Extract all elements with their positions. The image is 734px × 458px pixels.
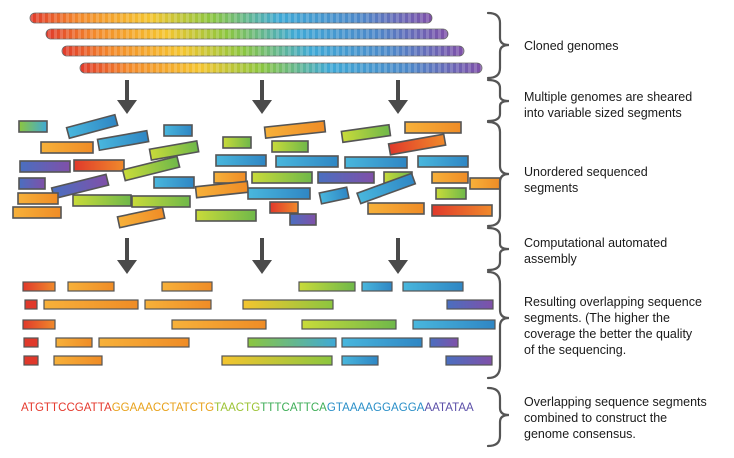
segment [161, 281, 213, 292]
unordered-segments [12, 113, 501, 229]
sequence-chunk: GTAAAAGGAGGA [326, 402, 425, 414]
segment [55, 337, 93, 348]
segment [221, 355, 333, 366]
label-computational-assembly: Computational automated assembly [524, 236, 668, 266]
segment [318, 186, 350, 205]
sequence-chunk: TTTCATTCA [260, 402, 327, 414]
segment [412, 319, 496, 330]
sequence-chunk: TAACTG [214, 402, 261, 414]
segment [23, 337, 39, 348]
segment [435, 187, 467, 200]
bracket [486, 120, 510, 228]
segment [43, 299, 139, 310]
segment [289, 213, 317, 226]
segment [446, 299, 494, 310]
segment [251, 171, 313, 184]
segment [148, 139, 200, 162]
segment [22, 319, 56, 330]
segment [341, 355, 379, 366]
segment [17, 192, 59, 205]
bracket [486, 270, 510, 380]
overlapping-segments [22, 281, 496, 366]
down-arrow-icon [388, 80, 408, 114]
segment [222, 136, 252, 149]
segment [171, 319, 267, 330]
down-arrow-icon [252, 238, 272, 274]
bracket [486, 226, 510, 272]
bracket [486, 11, 510, 80]
segment [429, 337, 459, 348]
segment [271, 140, 309, 153]
label-unordered-segments: Unordered sequenced segments [524, 165, 648, 195]
segment [18, 120, 48, 133]
brackets [486, 11, 510, 448]
segment [247, 337, 337, 348]
segment [131, 195, 191, 208]
segment [163, 124, 193, 137]
segment [215, 154, 267, 167]
segment [341, 337, 423, 348]
segment [263, 120, 327, 139]
segment [340, 123, 392, 144]
segment [22, 281, 56, 292]
down-arrow-icon [252, 80, 272, 114]
segment [72, 194, 132, 207]
segment [431, 171, 469, 184]
segment [404, 121, 462, 134]
segment [65, 113, 119, 140]
down-arrow-icon [117, 80, 137, 114]
segment [275, 155, 339, 168]
segment [73, 159, 125, 172]
segment [153, 176, 195, 189]
down-arrow-icon [117, 238, 137, 274]
shear-arrows [117, 80, 408, 114]
segment [387, 133, 447, 156]
segment [402, 281, 464, 292]
segment [67, 281, 115, 292]
segment [53, 355, 103, 366]
segment [121, 155, 181, 182]
segment [356, 172, 417, 205]
segment [361, 281, 393, 292]
bracket [486, 78, 510, 123]
segment [445, 355, 493, 366]
sequence-chunk: GGAAACCTATCTG [111, 402, 215, 414]
segment [247, 187, 311, 200]
segment [24, 299, 38, 310]
segment [12, 206, 62, 219]
segment [242, 299, 334, 310]
sequence-chunk: AATATAA [424, 402, 474, 414]
segment [194, 180, 250, 199]
segment [301, 319, 397, 330]
label-cloned-genomes: Cloned genomes [524, 39, 619, 53]
segment [269, 201, 299, 214]
segment [317, 171, 375, 184]
label-sheared: Multiple genomes are sheared into variab… [524, 90, 693, 120]
segment [417, 155, 469, 168]
segment [344, 156, 408, 169]
label-overlapping-segments: Resulting overlapping sequence segments.… [524, 295, 702, 357]
sequence-chunk: ATGTTCCGATTA [21, 402, 112, 414]
label-genome-consensus: Overlapping sequence segments combined t… [524, 395, 707, 441]
down-arrow-icon [388, 238, 408, 274]
segment [96, 129, 150, 152]
segment [431, 204, 493, 217]
segment [298, 281, 356, 292]
segment [19, 160, 71, 173]
segment [469, 177, 501, 190]
segment [144, 299, 212, 310]
segment [18, 177, 46, 190]
segment [23, 355, 39, 366]
segment [116, 206, 166, 229]
cloned-genomes [29, 12, 483, 74]
segment [367, 202, 425, 215]
consensus-sequence: ATGTTCCGATTAGGAAACCTATCTGTAACTGTTTCATTCA… [21, 402, 474, 414]
assembly-arrows [117, 238, 408, 274]
segment [40, 141, 94, 154]
segment [195, 209, 257, 222]
bracket [486, 386, 510, 448]
segment [98, 337, 190, 348]
